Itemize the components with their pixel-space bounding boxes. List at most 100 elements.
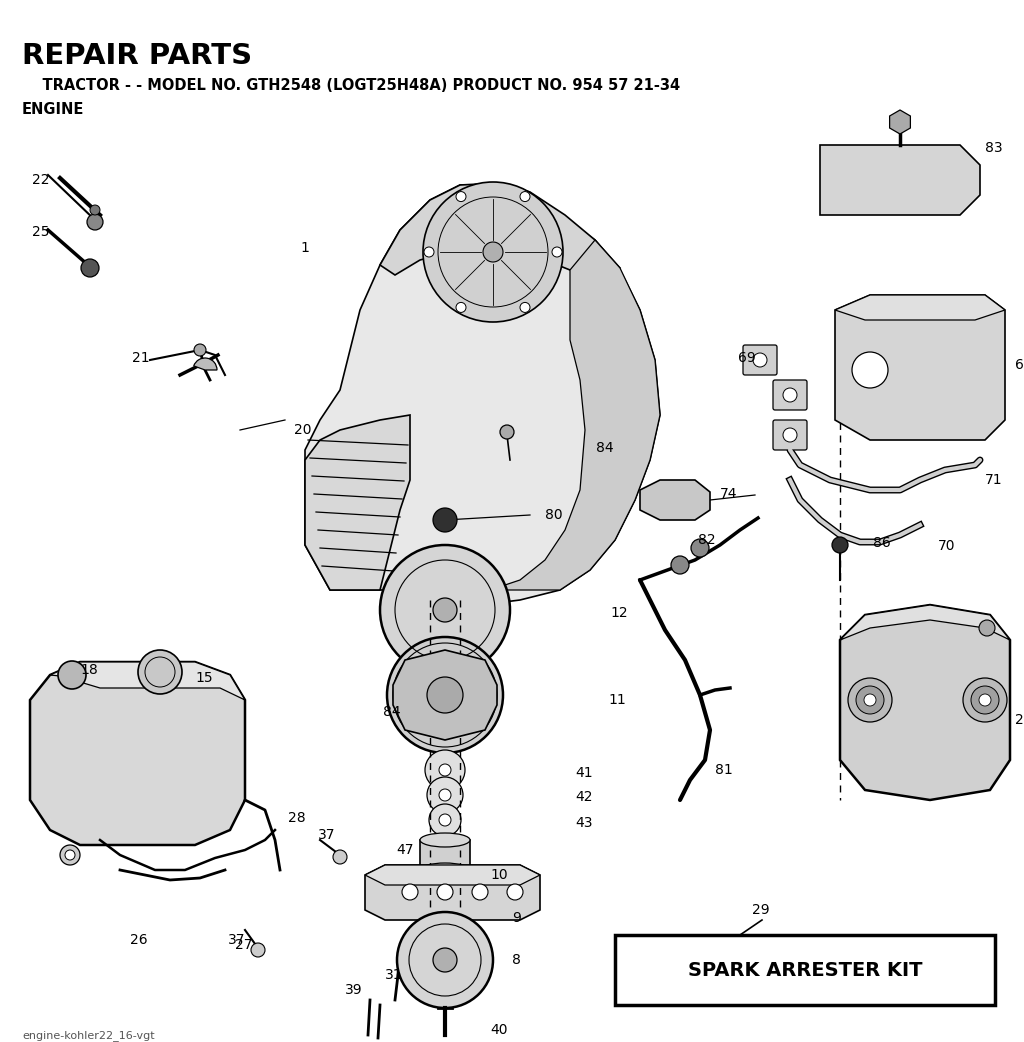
Circle shape — [472, 884, 488, 900]
Circle shape — [433, 948, 457, 972]
Text: 82: 82 — [698, 534, 716, 547]
Polygon shape — [30, 662, 245, 845]
Circle shape — [439, 814, 451, 826]
Text: 22: 22 — [32, 173, 49, 187]
Circle shape — [753, 353, 767, 367]
Circle shape — [60, 845, 80, 865]
Text: 81: 81 — [715, 763, 733, 777]
Text: 47: 47 — [396, 843, 414, 857]
Text: 20: 20 — [294, 423, 311, 437]
Text: 83: 83 — [985, 141, 1002, 155]
Circle shape — [520, 192, 530, 201]
Circle shape — [87, 214, 103, 230]
Circle shape — [402, 884, 418, 900]
Text: 28: 28 — [288, 811, 305, 825]
Text: REPAIR PARTS: REPAIR PARTS — [22, 42, 252, 70]
Text: 39: 39 — [345, 983, 362, 997]
Polygon shape — [835, 295, 1005, 320]
Circle shape — [848, 678, 892, 722]
Circle shape — [971, 686, 999, 714]
Text: 40: 40 — [490, 1023, 508, 1037]
Polygon shape — [490, 240, 660, 590]
Polygon shape — [365, 865, 540, 885]
Circle shape — [507, 884, 523, 900]
Text: 74: 74 — [720, 487, 737, 501]
Circle shape — [691, 539, 709, 557]
Polygon shape — [305, 415, 410, 590]
Polygon shape — [50, 662, 245, 700]
Text: 2: 2 — [1015, 713, 1024, 727]
Polygon shape — [420, 840, 470, 870]
Circle shape — [439, 764, 451, 776]
Circle shape — [671, 556, 689, 574]
Text: 69: 69 — [738, 351, 756, 365]
Circle shape — [456, 192, 466, 201]
Circle shape — [783, 388, 797, 402]
Circle shape — [864, 694, 876, 706]
Text: 12: 12 — [610, 606, 628, 620]
Text: 70: 70 — [938, 539, 955, 553]
FancyBboxPatch shape — [773, 380, 807, 410]
Text: 37: 37 — [318, 828, 336, 842]
Circle shape — [251, 943, 265, 957]
Polygon shape — [840, 605, 1010, 800]
Circle shape — [387, 637, 503, 753]
Circle shape — [333, 850, 347, 864]
Circle shape — [424, 247, 434, 257]
Polygon shape — [365, 865, 540, 920]
Circle shape — [831, 537, 848, 553]
Text: 11: 11 — [608, 693, 626, 708]
Circle shape — [437, 884, 453, 900]
Circle shape — [783, 428, 797, 442]
Circle shape — [979, 620, 995, 636]
Bar — [615, 935, 995, 1004]
Ellipse shape — [420, 833, 470, 847]
Polygon shape — [380, 183, 620, 286]
Text: 37: 37 — [228, 933, 246, 947]
Text: 84: 84 — [596, 441, 613, 455]
Text: 62: 62 — [1015, 358, 1024, 372]
Polygon shape — [835, 295, 1005, 440]
Circle shape — [963, 678, 1007, 722]
Circle shape — [433, 508, 457, 532]
Circle shape — [425, 750, 465, 790]
Circle shape — [138, 650, 182, 694]
Text: engine-kohler22_16-vgt: engine-kohler22_16-vgt — [22, 1029, 155, 1041]
Circle shape — [439, 789, 451, 801]
Text: 15: 15 — [195, 671, 213, 685]
Circle shape — [65, 850, 75, 860]
Text: 31: 31 — [385, 968, 402, 982]
Text: 86: 86 — [873, 536, 891, 550]
Circle shape — [520, 302, 530, 313]
Text: 84: 84 — [383, 705, 400, 719]
Circle shape — [429, 804, 461, 836]
Text: TRACTOR - - MODEL NO. GTH2548 (LOGT25H48A) PRODUCT NO. 954 57 21-34: TRACTOR - - MODEL NO. GTH2548 (LOGT25H48… — [22, 78, 680, 93]
Text: 21: 21 — [132, 351, 150, 365]
Circle shape — [81, 259, 99, 277]
Circle shape — [427, 677, 463, 713]
Text: 18: 18 — [80, 663, 97, 677]
Text: 8: 8 — [512, 953, 521, 967]
Circle shape — [427, 777, 463, 813]
Text: 10: 10 — [490, 868, 508, 882]
Circle shape — [856, 686, 884, 714]
Text: 80: 80 — [545, 508, 562, 522]
Circle shape — [90, 205, 100, 215]
Text: 43: 43 — [575, 816, 593, 830]
Polygon shape — [640, 480, 710, 520]
Text: 29: 29 — [752, 903, 770, 917]
Text: 27: 27 — [234, 938, 253, 952]
Circle shape — [423, 182, 563, 322]
Text: 25: 25 — [32, 225, 49, 239]
FancyBboxPatch shape — [773, 420, 807, 450]
Circle shape — [397, 912, 493, 1008]
Text: SPARK ARRESTER KIT: SPARK ARRESTER KIT — [688, 961, 923, 979]
Polygon shape — [393, 650, 497, 740]
Ellipse shape — [420, 863, 470, 877]
Circle shape — [194, 344, 206, 356]
FancyBboxPatch shape — [743, 345, 777, 375]
Circle shape — [500, 425, 514, 439]
Circle shape — [979, 694, 991, 706]
Text: ENGINE: ENGINE — [22, 102, 84, 117]
Circle shape — [483, 242, 503, 262]
